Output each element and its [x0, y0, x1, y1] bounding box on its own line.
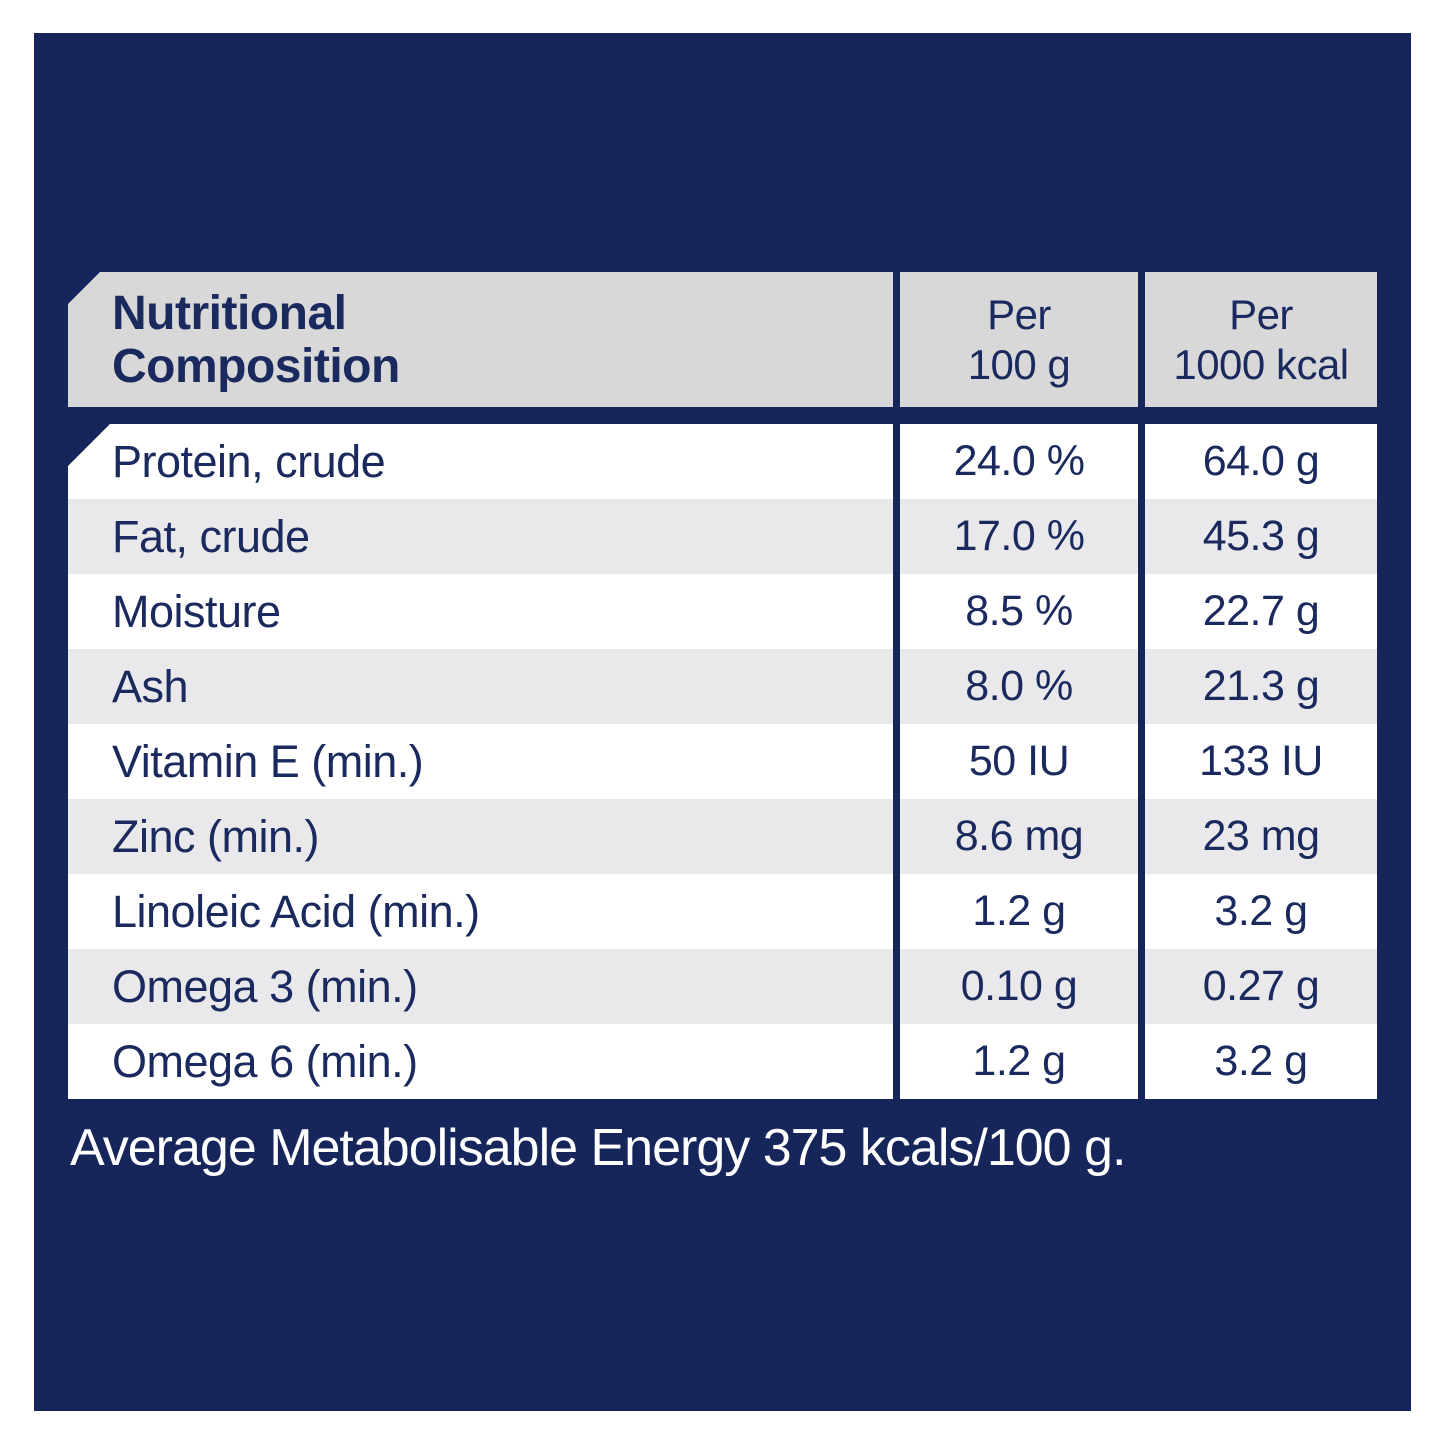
row-value-per-100g: 0.10 g — [900, 949, 1138, 1024]
table-row: Ash 8.0 % 21.3 g — [68, 649, 1377, 724]
table-header-row: Nutritional Composition Per 100 g Per 10… — [68, 272, 1377, 407]
table-row: Omega 6 (min.) 1.2 g 3.2 g — [68, 1024, 1377, 1099]
row-value-per-1000kcal: 22.7 g — [1145, 574, 1377, 649]
row-value-per-100g: 17.0 % — [900, 499, 1138, 574]
row-value-per-100g: 50 IU — [900, 724, 1138, 799]
row-value-per-1000kcal: 133 IU — [1145, 724, 1377, 799]
average-metabolisable-energy-note: Average Metabolisable Energy 375 kcals/1… — [70, 1119, 1126, 1177]
row-value-per-100g: 8.6 mg — [900, 799, 1138, 874]
row-value-per-100g: 1.2 g — [900, 874, 1138, 949]
row-label: Protein, crude — [68, 424, 893, 499]
row-value-per-1000kcal: 45.3 g — [1145, 499, 1377, 574]
row-value-per-100g: 8.0 % — [900, 649, 1138, 724]
table-row: Fat, crude 17.0 % 45.3 g — [68, 499, 1377, 574]
row-value-per-100g: 8.5 % — [900, 574, 1138, 649]
row-value-per-1000kcal: 3.2 g — [1145, 874, 1377, 949]
table-row: Moisture 8.5 % 22.7 g — [68, 574, 1377, 649]
table-row: Vitamin E (min.) 50 IU 133 IU — [68, 724, 1377, 799]
row-label: Omega 3 (min.) — [68, 949, 893, 1024]
row-label: Ash — [68, 649, 893, 724]
row-label: Linoleic Acid (min.) — [68, 874, 893, 949]
table-body: Protein, crude 24.0 % 64.0 g Fat, crude … — [68, 424, 1377, 1099]
row-label: Omega 6 (min.) — [68, 1024, 893, 1099]
column-header-per-1000kcal: Per 1000 kcal — [1145, 272, 1377, 407]
row-value-per-1000kcal: 3.2 g — [1145, 1024, 1377, 1099]
row-value-per-1000kcal: 21.3 g — [1145, 649, 1377, 724]
column-header-per-100g: Per 100 g — [900, 272, 1138, 407]
row-value-per-100g: 24.0 % — [900, 424, 1138, 499]
table-row: Omega 3 (min.) 0.10 g 0.27 g — [68, 949, 1377, 1024]
row-value-per-1000kcal: 23 mg — [1145, 799, 1377, 874]
table-row: Linoleic Acid (min.) 1.2 g 3.2 g — [68, 874, 1377, 949]
table-row: Zinc (min.) 8.6 mg 23 mg — [68, 799, 1377, 874]
row-value-per-100g: 1.2 g — [900, 1024, 1138, 1099]
nutrition-panel: Nutritional Composition Per 100 g Per 10… — [34, 33, 1411, 1411]
row-value-per-1000kcal: 0.27 g — [1145, 949, 1377, 1024]
row-label: Vitamin E (min.) — [68, 724, 893, 799]
row-label: Moisture — [68, 574, 893, 649]
row-value-per-1000kcal: 64.0 g — [1145, 424, 1377, 499]
table-row: Protein, crude 24.0 % 64.0 g — [68, 424, 1377, 499]
nutritional-composition-table: Nutritional Composition Per 100 g Per 10… — [68, 272, 1377, 1099]
table-title: Nutritional Composition — [68, 272, 893, 407]
row-label: Fat, crude — [68, 499, 893, 574]
row-label: Zinc (min.) — [68, 799, 893, 874]
